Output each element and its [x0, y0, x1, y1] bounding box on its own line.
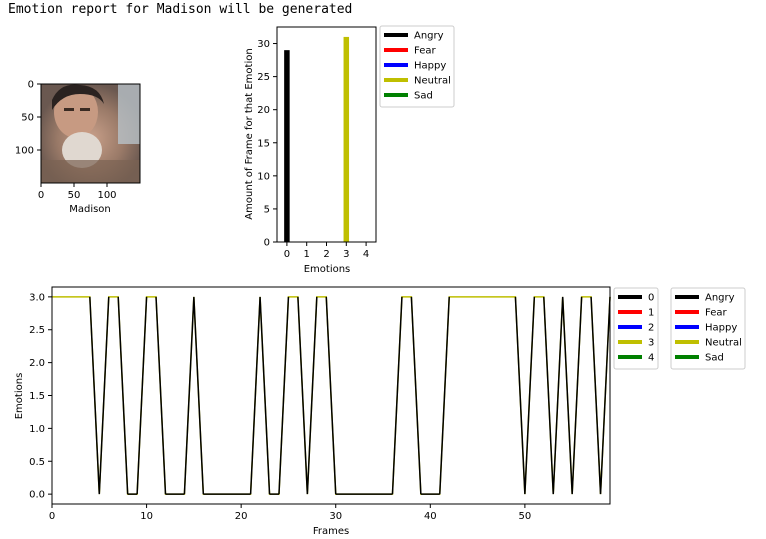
legend-label: Neutral	[705, 338, 742, 349]
line-chart: 0 10 20 30 40 500.00.51.01.52.02.53.0 Frames …	[14, 286, 746, 537]
legend-label: Happy	[414, 61, 446, 72]
thumb-ytick-label: 50	[21, 113, 34, 124]
bar-ytick-label: 20	[257, 105, 270, 116]
bar-ytick-label: 10	[257, 171, 270, 182]
legend-label: 0	[648, 293, 654, 304]
legend-box	[670, 287, 746, 370]
bar-xtick-label: 3	[343, 249, 349, 260]
line-ytick-label: 0.0	[29, 490, 45, 501]
line-chart-xlabel: Frames	[313, 526, 349, 537]
legend-label: 4	[648, 353, 654, 364]
bar	[343, 36, 350, 242]
report-header: Emotion report for Madison will be gener…	[8, 2, 353, 17]
line-xtick-label: 50	[519, 511, 532, 522]
thumb-ytick-label: 0	[28, 80, 34, 91]
legend-label: 3	[648, 338, 654, 349]
bar-xtick-label: 4	[363, 249, 369, 260]
line-ytick-label: 2.5	[29, 325, 45, 336]
thumb-ytick-label: 100	[15, 146, 34, 157]
legend-label: Happy	[705, 323, 737, 334]
bar-ytick-label: 5	[264, 204, 270, 215]
bar-xtick-label: 0	[284, 249, 290, 260]
bar	[284, 50, 290, 243]
line-xtick-label: 40	[424, 511, 437, 522]
line-ytick-label: 1.5	[29, 391, 45, 402]
legend-label: Sad	[705, 353, 724, 364]
line-xtick-label: 10	[140, 511, 153, 522]
bar-chart-legend: Angry Fear Happy Neutral Sad	[379, 25, 455, 108]
bar-ytick-label: 0	[264, 238, 270, 249]
line-ytick-label: 3.0	[29, 292, 45, 303]
legend-label: Angry	[414, 31, 444, 42]
bar-chart-ylabel: Amount of Frame for that Emotion	[244, 48, 255, 219]
line-xtick-label: 0	[49, 511, 55, 522]
legend-label: Fear	[414, 46, 436, 57]
thumb-xtick-label: 100	[97, 190, 116, 201]
line-ytick-label: 0.5	[29, 457, 45, 468]
line-xtick-label: 30	[329, 511, 342, 522]
bar-chart: 0 1 2 3 4 0 5 10 15 20 25 30 Emotions Amount of Fra…	[244, 25, 455, 275]
legend-label: 1	[648, 308, 654, 319]
bar-xtick-label: 1	[304, 249, 310, 260]
line-chart-legend-numeric: 0 1 2 3 4	[613, 287, 659, 370]
series-line-angry	[89, 296, 611, 495]
thumb-xtick-label: 0	[38, 190, 44, 201]
thumbnail-xlabel: Madison	[69, 204, 111, 215]
bar-ytick-label: 30	[257, 39, 270, 50]
line-chart-legend-emotions: Angry Fear Happy Neutral Sad	[670, 287, 746, 370]
thumb-xtick-label: 50	[68, 190, 81, 201]
legend-label: Neutral	[414, 76, 451, 87]
bar-ytick-label: 25	[257, 72, 270, 83]
legend-label: Fear	[705, 308, 727, 319]
bar-xtick-label: 2	[323, 249, 329, 260]
legend-box	[379, 25, 455, 108]
bar-chart-xlabel: Emotions	[304, 264, 351, 275]
line-xtick-label: 20	[235, 511, 248, 522]
thumbnail-subplot: 0 50 100 0 50 100 Madison	[15, 80, 141, 215]
line-chart-ylabel: Emotions	[14, 373, 25, 420]
bar-ytick-label: 15	[257, 138, 270, 149]
bar-chart-frame	[276, 26, 377, 243]
legend-label: Angry	[705, 293, 735, 304]
line-ytick-label: 2.0	[29, 358, 45, 369]
line-ytick-label: 1.0	[29, 424, 45, 435]
legend-label: 2	[648, 323, 654, 334]
legend-label: Sad	[414, 91, 433, 102]
face-thumbnail-image	[41, 84, 140, 183]
